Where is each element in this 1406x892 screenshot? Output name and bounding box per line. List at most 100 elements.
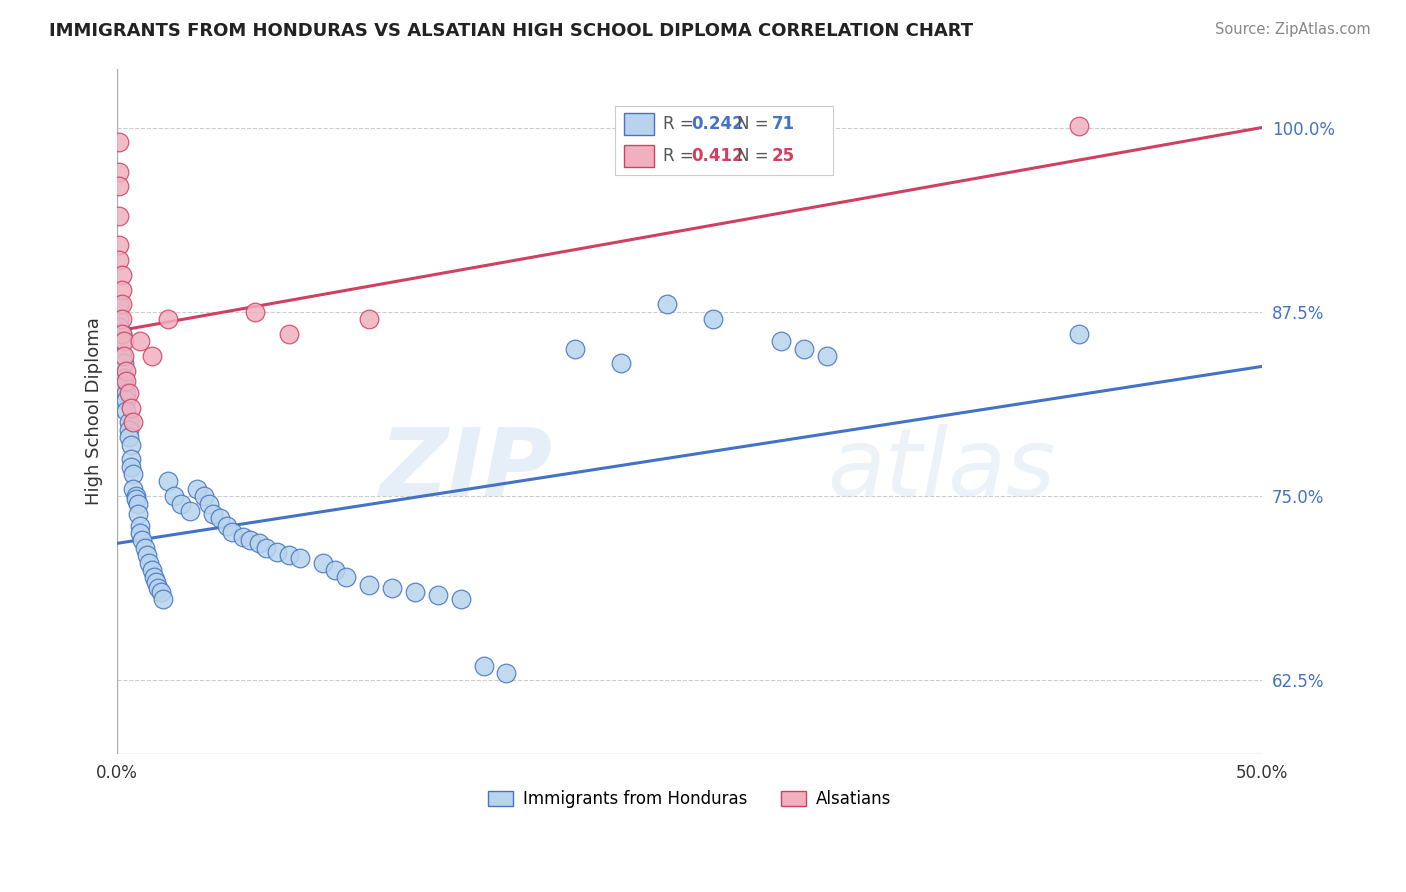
Point: [217, 518, 239, 533]
Text: ZIP: ZIP: [380, 424, 553, 516]
Point: [122, 416, 145, 430]
Point: [122, 467, 145, 481]
Point: [815, 349, 838, 363]
Point: [152, 592, 174, 607]
Point: [277, 326, 299, 341]
Point: [112, 378, 135, 392]
Point: [117, 386, 139, 401]
Point: [108, 179, 131, 194]
Point: [108, 297, 131, 311]
Point: [111, 297, 134, 311]
Point: [1067, 119, 1090, 133]
Point: [115, 403, 138, 417]
Point: [793, 342, 815, 356]
Point: [117, 423, 139, 437]
Point: [117, 416, 139, 430]
Point: [323, 563, 346, 577]
Point: [221, 524, 243, 539]
Point: [115, 374, 138, 388]
Point: [112, 356, 135, 370]
Point: [111, 268, 134, 282]
Point: [495, 666, 517, 681]
Point: [120, 401, 142, 415]
Point: [108, 253, 131, 268]
Point: [148, 581, 170, 595]
Point: [127, 507, 149, 521]
Point: [702, 312, 724, 326]
Point: [141, 563, 163, 577]
Point: [131, 533, 153, 548]
Point: [404, 585, 426, 599]
Point: [108, 135, 131, 149]
Point: [120, 459, 142, 474]
Point: [142, 570, 165, 584]
Point: [111, 326, 134, 341]
Point: [120, 437, 142, 451]
Point: [243, 305, 266, 319]
Point: [163, 489, 186, 503]
Point: [134, 541, 156, 555]
Point: [381, 581, 404, 595]
Point: [124, 489, 146, 503]
Point: [266, 545, 288, 559]
Point: [115, 364, 138, 378]
Point: [111, 349, 134, 363]
Point: [179, 504, 201, 518]
Text: IMMIGRANTS FROM HONDURAS VS ALSATIAN HIGH SCHOOL DIPLOMA CORRELATION CHART: IMMIGRANTS FROM HONDURAS VS ALSATIAN HIG…: [49, 22, 973, 40]
Point: [136, 548, 159, 562]
Point: [138, 556, 160, 570]
Point: [115, 393, 138, 408]
Point: [112, 349, 135, 363]
Point: [426, 588, 449, 602]
Point: [247, 536, 270, 550]
Point: [193, 489, 215, 503]
Point: [111, 334, 134, 349]
Point: [149, 585, 172, 599]
Point: [122, 482, 145, 496]
Point: [112, 334, 135, 349]
Point: [170, 496, 193, 510]
Point: [290, 551, 312, 566]
Point: [145, 574, 167, 589]
Point: [108, 312, 131, 326]
Point: [108, 165, 131, 179]
Point: [357, 577, 380, 591]
Point: [108, 209, 131, 223]
Text: Source: ZipAtlas.com: Source: ZipAtlas.com: [1215, 22, 1371, 37]
Point: [357, 312, 380, 326]
Point: [115, 386, 138, 401]
Point: [108, 319, 131, 334]
Point: [156, 312, 179, 326]
Point: [197, 496, 219, 510]
Point: [239, 533, 262, 548]
Point: [129, 518, 152, 533]
Y-axis label: High School Diploma: High School Diploma: [86, 318, 103, 505]
Point: [111, 326, 134, 341]
Point: [112, 371, 135, 385]
Point: [141, 349, 163, 363]
Point: [472, 658, 495, 673]
Point: [124, 492, 146, 507]
Point: [129, 526, 152, 541]
Point: [450, 592, 472, 607]
Point: [127, 496, 149, 510]
Point: [186, 482, 208, 496]
Point: [335, 570, 357, 584]
Point: [120, 452, 142, 467]
Point: [254, 541, 277, 555]
Point: [117, 430, 139, 444]
Point: [277, 548, 299, 562]
Point: [232, 531, 254, 545]
Point: [655, 297, 678, 311]
Point: [202, 507, 225, 521]
Point: [108, 238, 131, 252]
Point: [770, 334, 793, 349]
Text: atlas: atlas: [827, 425, 1056, 516]
Point: [564, 342, 586, 356]
Point: [610, 356, 633, 370]
Point: [209, 511, 232, 525]
Point: [312, 556, 335, 570]
Point: [111, 283, 134, 297]
Point: [111, 312, 134, 326]
Point: [129, 334, 152, 349]
